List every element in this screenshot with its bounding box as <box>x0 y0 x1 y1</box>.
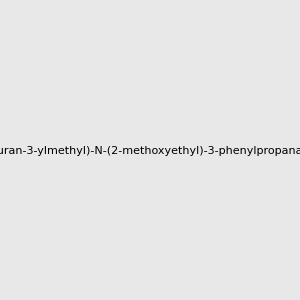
Text: N-(furan-3-ylmethyl)-N-(2-methoxyethyl)-3-phenylpropanamide: N-(furan-3-ylmethyl)-N-(2-methoxyethyl)-… <box>0 146 300 157</box>
